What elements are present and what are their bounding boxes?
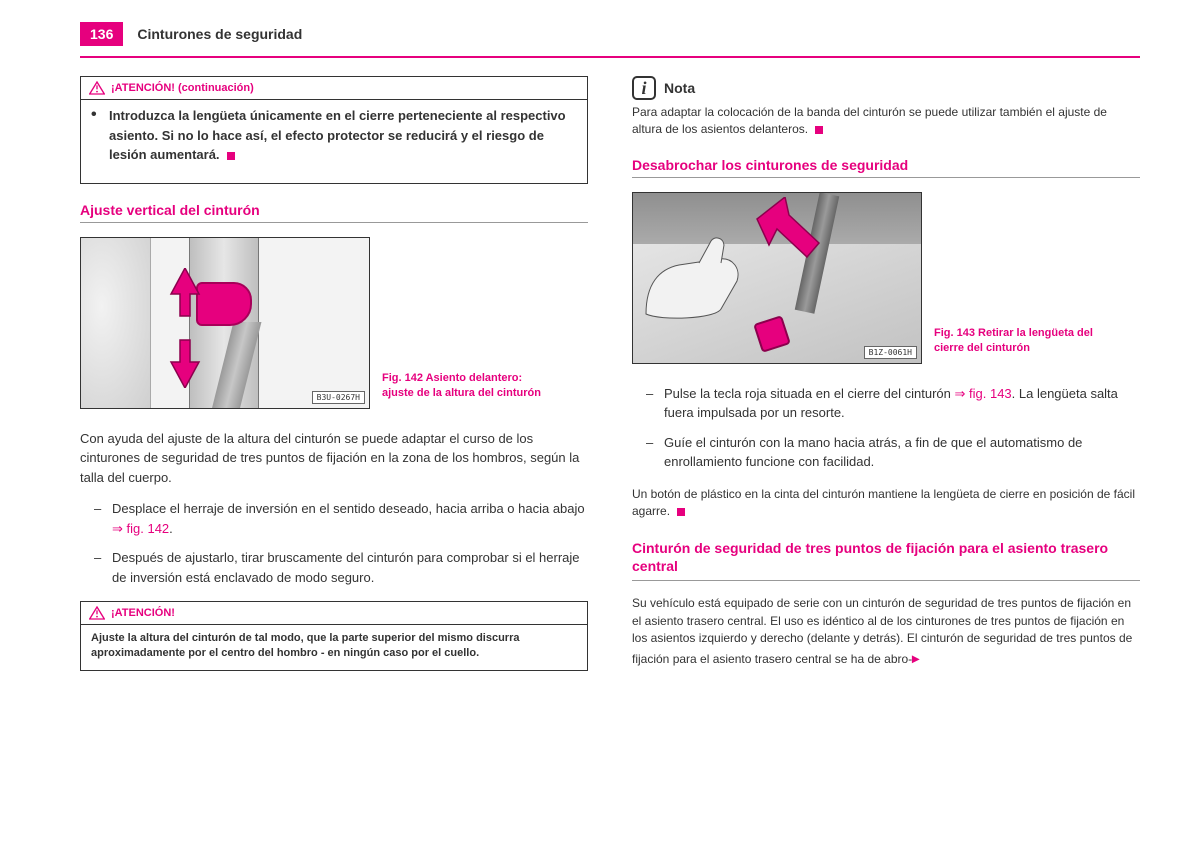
columns: ¡ATENCIÓN! (continuación) Introduzca la … xyxy=(80,76,1140,689)
left-column: ¡ATENCIÓN! (continuación) Introduzca la … xyxy=(80,76,588,689)
page: 136 Cinturones de seguridad ¡ATENCIÓN! (… xyxy=(0,0,1200,729)
warning-cont-text: Introduzca la lengüeta únicamente en el … xyxy=(109,108,566,162)
para3-text: Su vehículo está equipado de serie con u… xyxy=(632,596,1132,665)
bullet-text: Guíe el cinturón con la mano hacia atrás… xyxy=(664,435,1082,470)
bullet-text-post: . xyxy=(169,521,173,536)
section-heading-tres-puntos: Cinturón de seguridad de tres puntos de … xyxy=(632,539,1140,582)
page-number: 136 xyxy=(80,22,123,46)
figure-142-row: B3U-0267H Fig. 142 Asiento delantero: aj… xyxy=(80,237,588,409)
warning2-title: ¡ATENCIÓN! xyxy=(111,607,175,619)
bullet-text: Después de ajustarlo, tirar bruscamente … xyxy=(112,550,580,585)
warning-cont-header: ¡ATENCIÓN! (continuación) xyxy=(81,77,587,100)
figure-143-caption: Fig. 143 Retirar la lengüeta del cierre … xyxy=(934,326,1104,356)
list-item: Después de ajustarlo, tirar bruscamente … xyxy=(94,548,588,587)
figure-143-row: B1Z-0061H Fig. 143 Retirar la lengüeta d… xyxy=(632,192,1140,364)
right-column: i Nota Para adaptar la colocación de la … xyxy=(632,76,1140,689)
bullet-text: Desplace el herraje de inversión en el s… xyxy=(112,501,585,516)
warning-cont-title: ¡ATENCIÓN! (continuación) xyxy=(111,82,254,94)
list-item: Pulse la tecla roja situada en el cierre… xyxy=(646,384,1140,423)
fig-ref: ⇒ fig. 142 xyxy=(112,521,169,536)
note-text: Para adaptar la colocación de la banda d… xyxy=(632,105,1107,136)
section-heading-ajuste: Ajuste vertical del cinturón xyxy=(80,202,588,223)
left-bullets: Desplace el herraje de inversión en el s… xyxy=(94,499,588,587)
warning2-header: ¡ATENCIÓN! xyxy=(81,602,587,625)
end-marker-icon xyxy=(677,508,685,516)
note-body: Para adaptar la colocación de la banda d… xyxy=(632,104,1140,139)
warning-box-2: ¡ATENCIÓN! Ajuste la altura del cinturón… xyxy=(80,601,588,671)
fig142-arrows xyxy=(165,268,205,388)
list-item: Guíe el cinturón con la mano hacia atrás… xyxy=(646,433,1140,472)
bullet-text: Pulse la tecla roja situada en el cierre… xyxy=(664,386,955,401)
note-header: i Nota xyxy=(632,76,1140,100)
warning2-text: Ajuste la altura del cinturón de tal mod… xyxy=(91,632,519,659)
header-rule xyxy=(80,56,1140,58)
figure-142: B3U-0267H xyxy=(80,237,370,409)
figure-143-code: B1Z-0061H xyxy=(864,346,917,359)
fig143-hand xyxy=(641,229,761,319)
section-heading-desabrochar: Desabrochar los cinturones de seguridad xyxy=(632,157,1140,178)
end-marker-icon xyxy=(815,126,823,134)
warning-triangle-icon xyxy=(89,606,105,620)
continuation-arrow-icon: ▸ xyxy=(912,650,919,666)
left-para1: Con ayuda del ajuste de la altura del ci… xyxy=(80,429,588,488)
figure-143: B1Z-0061H xyxy=(632,192,922,364)
warning-continuation-box: ¡ATENCIÓN! (continuación) Introduzca la … xyxy=(80,76,588,184)
info-icon: i xyxy=(632,76,656,100)
warning-triangle-icon xyxy=(89,81,105,95)
warning-cont-body: Introduzca la lengüeta únicamente en el … xyxy=(81,100,587,183)
para-after-text: Un botón de plástico en la cinta del cin… xyxy=(632,487,1135,518)
warning-cont-item: Introduzca la lengüeta únicamente en el … xyxy=(91,106,577,165)
figure-142-code: B3U-0267H xyxy=(312,391,365,404)
page-header: 136 Cinturones de seguridad xyxy=(80,22,1140,46)
note-label: Nota xyxy=(664,80,695,96)
fig143-arrow xyxy=(749,197,829,297)
page-title: Cinturones de seguridad xyxy=(137,26,302,42)
list-item: Desplace el herraje de inversión en el s… xyxy=(94,499,588,538)
fig142-seat xyxy=(81,238,151,409)
right-para3: Su vehículo está equipado de serie con u… xyxy=(632,595,1140,668)
warning2-body: Ajuste la altura del cinturón de tal mod… xyxy=(81,625,587,670)
right-bullets: Pulse la tecla roja situada en el cierre… xyxy=(646,384,1140,472)
end-marker-icon xyxy=(227,152,235,160)
fig-ref: ⇒ fig. 143 xyxy=(955,386,1012,401)
figure-142-caption: Fig. 142 Asiento delantero: ajuste de la… xyxy=(382,371,552,401)
right-para-after: Un botón de plástico en la cinta del cin… xyxy=(632,486,1140,521)
